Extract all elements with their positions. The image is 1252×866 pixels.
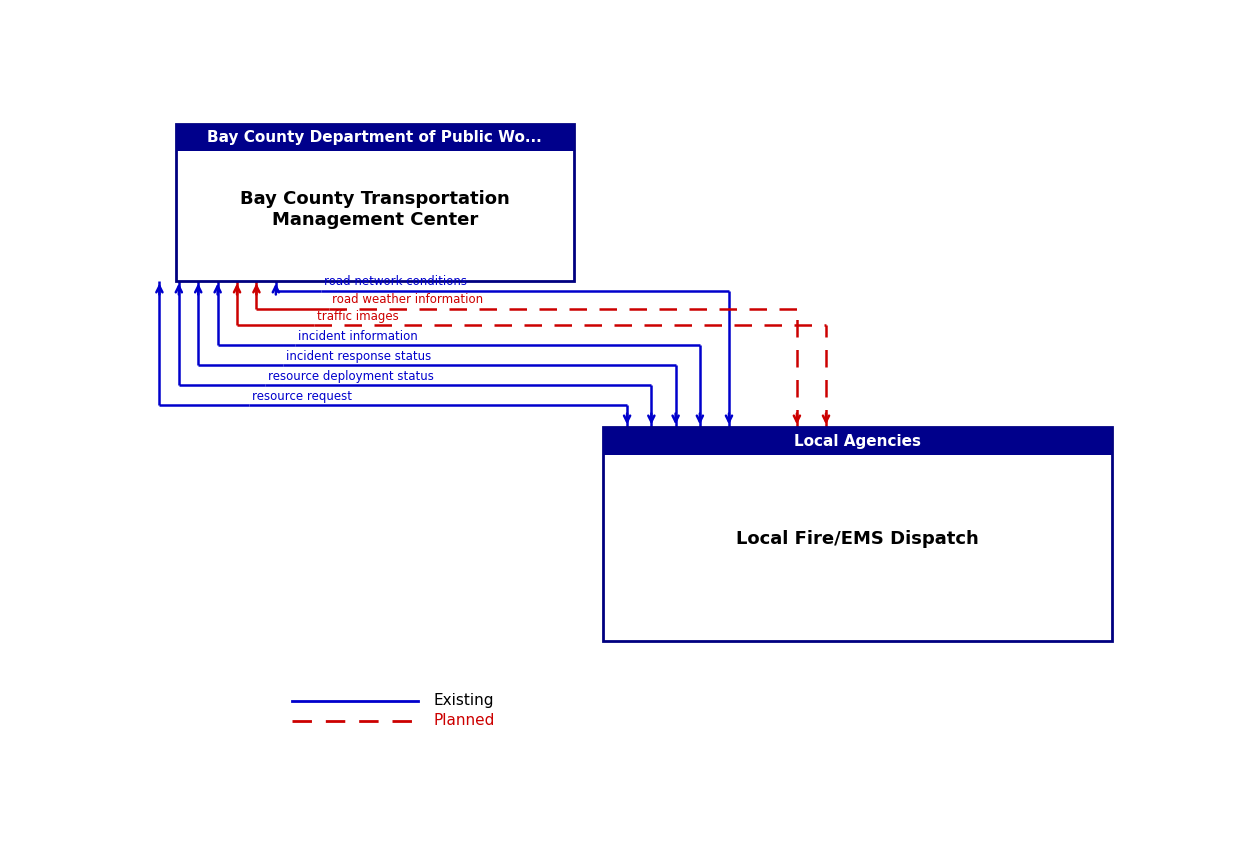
Text: resource deployment status: resource deployment status bbox=[268, 370, 434, 383]
Bar bbox=[602, 427, 1112, 456]
Text: Local Agencies: Local Agencies bbox=[794, 434, 921, 449]
Text: Planned: Planned bbox=[433, 714, 495, 728]
Text: road weather information: road weather information bbox=[332, 293, 483, 306]
Bar bbox=[175, 124, 573, 281]
Text: traffic images: traffic images bbox=[317, 310, 398, 323]
Text: road network conditions: road network conditions bbox=[324, 275, 467, 288]
Bar bbox=[175, 124, 573, 151]
Text: resource request: resource request bbox=[252, 390, 352, 403]
Text: Bay County Department of Public Wo...: Bay County Department of Public Wo... bbox=[208, 130, 542, 145]
Bar bbox=[602, 427, 1112, 641]
Text: incident information: incident information bbox=[298, 330, 418, 343]
Text: Bay County Transportation
Management Center: Bay County Transportation Management Cen… bbox=[240, 190, 510, 229]
Text: Local Fire/EMS Dispatch: Local Fire/EMS Dispatch bbox=[736, 530, 979, 548]
Text: incident response status: incident response status bbox=[285, 350, 431, 363]
Text: Existing: Existing bbox=[433, 693, 493, 708]
